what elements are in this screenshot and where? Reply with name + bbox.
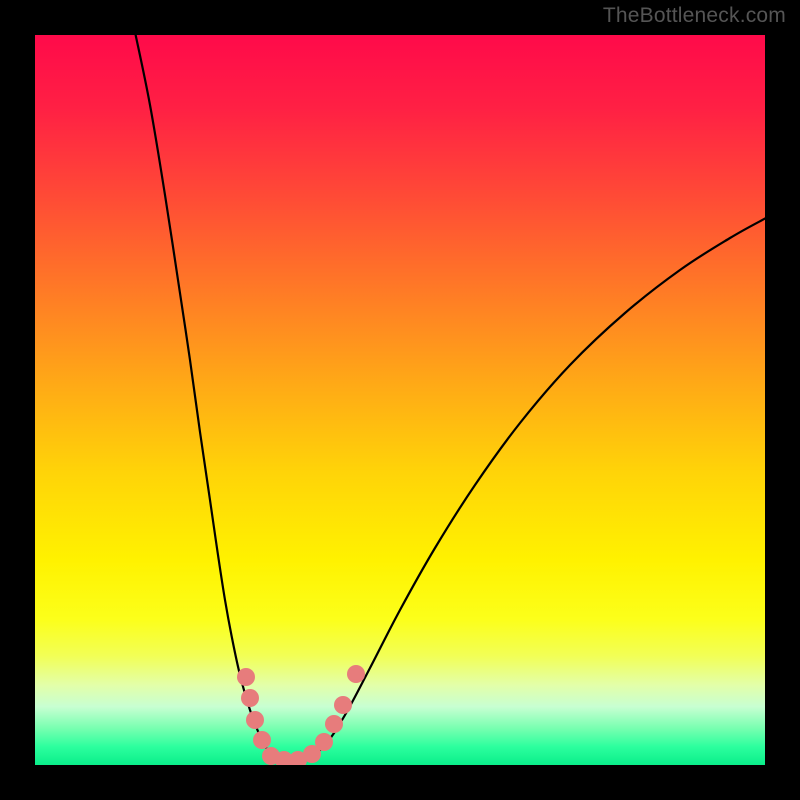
chart-container: TheBottleneck.com bbox=[0, 0, 800, 800]
gradient-panel bbox=[35, 35, 765, 765]
trough-marker bbox=[347, 665, 365, 683]
trough-marker bbox=[325, 715, 343, 733]
bottleneck-curve-chart bbox=[0, 0, 800, 800]
trough-marker bbox=[315, 733, 333, 751]
trough-marker bbox=[237, 668, 255, 686]
trough-marker bbox=[246, 711, 264, 729]
trough-marker bbox=[253, 731, 271, 749]
trough-marker bbox=[241, 689, 259, 707]
watermark-text: TheBottleneck.com bbox=[603, 4, 786, 28]
trough-marker bbox=[334, 696, 352, 714]
